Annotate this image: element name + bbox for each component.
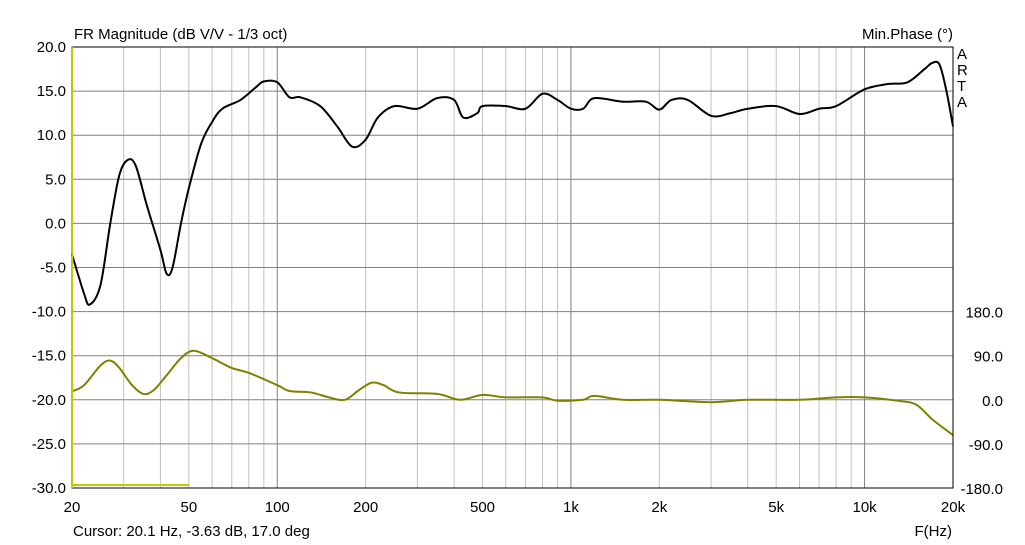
y-tick-label: -10.0 [32,304,66,321]
y2-tick-label: -90.0 [969,437,1003,454]
x-tick-label: 50 [181,499,198,516]
y-tick-label: -15.0 [32,348,66,365]
y-tick-label: 20.0 [37,39,66,56]
x-tick-label: 100 [265,499,290,516]
x-tick-label: 200 [353,499,378,516]
cursor-readout: Cursor: 20.1 Hz, -3.63 dB, 17.0 deg [73,523,310,540]
x-axis-label: F(Hz) [915,523,953,540]
y-tick-label: 0.0 [45,215,66,232]
x-tick-label: 20 [64,499,81,516]
chart-title: FR Magnitude (dB V/V - 1/3 oct) [74,26,287,43]
phase-curve [71,349,954,436]
x-tick-label: 2k [651,499,667,516]
x-tick-label: 20k [941,499,966,516]
y-tick-label: 15.0 [37,83,66,100]
y-tick-label: 5.0 [45,171,66,188]
magnitude-curve [71,60,954,306]
x-tick-label: 5k [768,499,784,516]
x-tick-label: 500 [470,499,495,516]
y2-tick-label: -180.0 [960,481,1003,498]
curves [71,60,954,436]
y-tick-label: -20.0 [32,392,66,409]
y-tick-label: 10.0 [37,127,66,144]
y-tick-label: -30.0 [32,480,66,497]
x-tick-label: 1k [563,499,579,516]
y2-tick-label: 90.0 [974,349,1003,366]
x-tick-label: 10k [853,499,878,516]
y2-tick-label: 0.0 [982,393,1003,410]
arta-logo: ARTA [957,46,968,111]
y2-tick-label: 180.0 [965,305,1003,322]
right-axis-title: Min.Phase (°) [862,26,953,43]
grid [72,46,953,489]
y-tick-label: -5.0 [40,260,66,277]
y-tick-label: -25.0 [32,436,66,453]
